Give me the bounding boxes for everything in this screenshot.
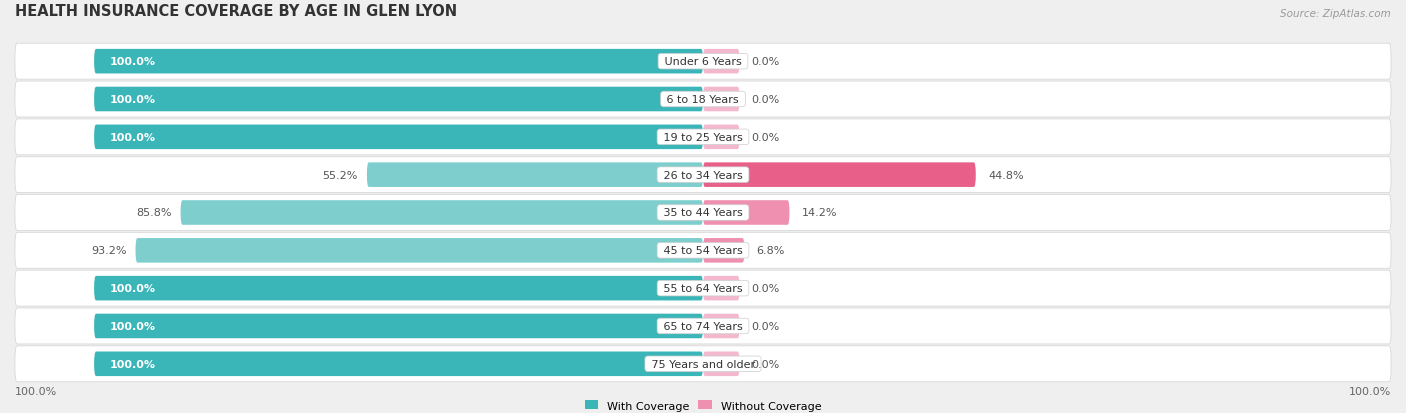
Text: 35 to 44 Years: 35 to 44 Years — [659, 208, 747, 218]
FancyBboxPatch shape — [15, 82, 1391, 118]
Text: 6 to 18 Years: 6 to 18 Years — [664, 95, 742, 105]
Text: 19 to 25 Years: 19 to 25 Years — [659, 133, 747, 142]
Text: 100.0%: 100.0% — [15, 387, 58, 396]
Legend: With Coverage, Without Coverage: With Coverage, Without Coverage — [581, 396, 825, 413]
FancyBboxPatch shape — [94, 50, 703, 74]
Text: 100.0%: 100.0% — [110, 283, 155, 293]
FancyBboxPatch shape — [703, 163, 976, 188]
Text: 0.0%: 0.0% — [752, 95, 780, 105]
FancyBboxPatch shape — [703, 125, 740, 150]
FancyBboxPatch shape — [94, 314, 703, 338]
FancyBboxPatch shape — [703, 88, 740, 112]
Text: Source: ZipAtlas.com: Source: ZipAtlas.com — [1281, 9, 1391, 19]
Text: 100.0%: 100.0% — [110, 95, 155, 105]
FancyBboxPatch shape — [15, 346, 1391, 382]
Text: HEALTH INSURANCE COVERAGE BY AGE IN GLEN LYON: HEALTH INSURANCE COVERAGE BY AGE IN GLEN… — [15, 4, 457, 19]
FancyBboxPatch shape — [135, 238, 703, 263]
Text: 0.0%: 0.0% — [752, 133, 780, 142]
FancyBboxPatch shape — [703, 276, 740, 301]
FancyBboxPatch shape — [15, 195, 1391, 231]
Text: 65 to 74 Years: 65 to 74 Years — [659, 321, 747, 331]
Text: 0.0%: 0.0% — [752, 359, 780, 369]
FancyBboxPatch shape — [15, 120, 1391, 155]
FancyBboxPatch shape — [94, 276, 703, 301]
FancyBboxPatch shape — [15, 233, 1391, 268]
Text: Under 6 Years: Under 6 Years — [661, 57, 745, 67]
Text: 55 to 64 Years: 55 to 64 Years — [659, 283, 747, 293]
FancyBboxPatch shape — [180, 201, 703, 225]
FancyBboxPatch shape — [703, 351, 740, 376]
FancyBboxPatch shape — [703, 50, 740, 74]
Text: 14.2%: 14.2% — [801, 208, 837, 218]
Text: 26 to 34 Years: 26 to 34 Years — [659, 170, 747, 180]
Text: 100.0%: 100.0% — [110, 321, 155, 331]
Text: 85.8%: 85.8% — [136, 208, 172, 218]
Text: 6.8%: 6.8% — [756, 246, 785, 256]
FancyBboxPatch shape — [94, 88, 703, 112]
Text: 55.2%: 55.2% — [322, 170, 357, 180]
Text: 45 to 54 Years: 45 to 54 Years — [659, 246, 747, 256]
FancyBboxPatch shape — [15, 308, 1391, 344]
FancyBboxPatch shape — [94, 125, 703, 150]
FancyBboxPatch shape — [703, 201, 789, 225]
Text: 100.0%: 100.0% — [110, 359, 155, 369]
Text: 44.8%: 44.8% — [988, 170, 1024, 180]
FancyBboxPatch shape — [15, 44, 1391, 80]
Text: 100.0%: 100.0% — [110, 133, 155, 142]
Text: 75 Years and older: 75 Years and older — [648, 359, 758, 369]
FancyBboxPatch shape — [703, 238, 744, 263]
FancyBboxPatch shape — [367, 163, 703, 188]
Text: 100.0%: 100.0% — [110, 57, 155, 67]
Text: 0.0%: 0.0% — [752, 321, 780, 331]
FancyBboxPatch shape — [94, 351, 703, 376]
Text: 100.0%: 100.0% — [1348, 387, 1391, 396]
Text: 0.0%: 0.0% — [752, 57, 780, 67]
FancyBboxPatch shape — [703, 314, 740, 338]
Text: 0.0%: 0.0% — [752, 283, 780, 293]
FancyBboxPatch shape — [15, 271, 1391, 306]
Text: 93.2%: 93.2% — [91, 246, 127, 256]
FancyBboxPatch shape — [15, 157, 1391, 193]
